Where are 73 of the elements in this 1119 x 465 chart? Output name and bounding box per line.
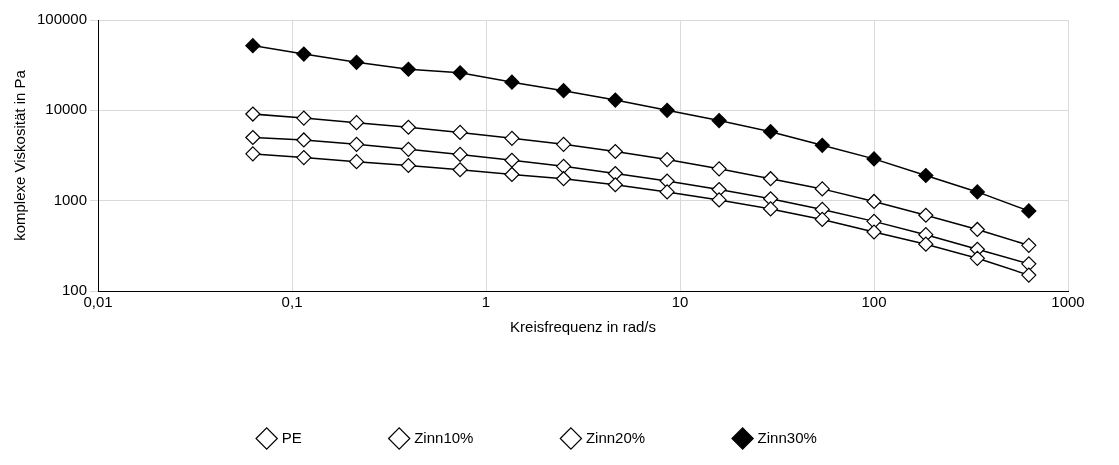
x-tick-label: 100 xyxy=(861,293,887,311)
point xyxy=(504,74,520,90)
point xyxy=(814,181,830,197)
point xyxy=(607,177,623,193)
point xyxy=(348,136,365,152)
point xyxy=(659,102,675,118)
point xyxy=(348,115,365,131)
point xyxy=(659,173,675,189)
point xyxy=(245,106,261,122)
point xyxy=(814,137,830,153)
point xyxy=(452,146,468,163)
point xyxy=(659,151,675,168)
legend-label: Zinn10% xyxy=(414,428,474,446)
point xyxy=(918,207,934,223)
point xyxy=(866,213,882,229)
point xyxy=(296,132,312,148)
legend-label: Zinn20% xyxy=(585,428,646,446)
point xyxy=(245,146,261,162)
point xyxy=(1021,237,1037,253)
point xyxy=(452,124,468,140)
point xyxy=(400,157,417,174)
point xyxy=(504,152,520,168)
point xyxy=(452,65,468,81)
x-tick-label: 1000 xyxy=(1051,293,1085,311)
point xyxy=(1021,256,1037,272)
y-tick-label: 10000 xyxy=(45,100,88,118)
point xyxy=(866,151,882,167)
legend-label: PE xyxy=(281,428,302,446)
point xyxy=(918,236,934,252)
x-tick-label: 10 xyxy=(671,293,689,311)
point xyxy=(400,141,417,157)
point xyxy=(918,167,934,184)
x-tick-label: 1 xyxy=(481,293,491,311)
point xyxy=(504,130,520,146)
point xyxy=(504,166,520,183)
y-tick-label: 100000 xyxy=(36,10,88,28)
point xyxy=(762,124,779,140)
point xyxy=(1021,267,1037,283)
point xyxy=(296,110,312,126)
y-axis-title: komplexe Viskosität in Pa xyxy=(11,69,29,241)
point xyxy=(762,171,779,187)
point xyxy=(400,61,417,77)
point xyxy=(659,184,675,200)
point xyxy=(400,119,417,135)
point xyxy=(555,158,572,174)
point xyxy=(296,149,312,166)
point xyxy=(555,171,572,187)
point xyxy=(969,221,985,238)
point xyxy=(555,83,572,99)
point xyxy=(969,184,985,200)
point xyxy=(348,154,365,170)
point xyxy=(296,46,312,62)
point xyxy=(348,54,365,70)
x-axis-title: Kreisfrequenz in rad/s xyxy=(510,318,656,336)
point xyxy=(969,250,985,266)
point xyxy=(814,211,830,228)
point xyxy=(1021,203,1037,219)
point xyxy=(866,193,882,210)
legend-label: Zinn30% xyxy=(757,428,817,446)
point xyxy=(711,161,727,177)
point xyxy=(607,143,623,160)
point xyxy=(607,165,623,182)
point xyxy=(762,201,779,217)
point xyxy=(866,224,882,240)
point xyxy=(711,112,727,129)
point xyxy=(452,162,468,178)
point xyxy=(245,129,261,146)
point xyxy=(245,38,261,54)
point xyxy=(711,192,727,208)
point xyxy=(555,136,572,152)
x-tick-label: 0,1 xyxy=(281,293,303,311)
y-tick-label: 1000 xyxy=(53,190,88,208)
point xyxy=(607,92,623,108)
